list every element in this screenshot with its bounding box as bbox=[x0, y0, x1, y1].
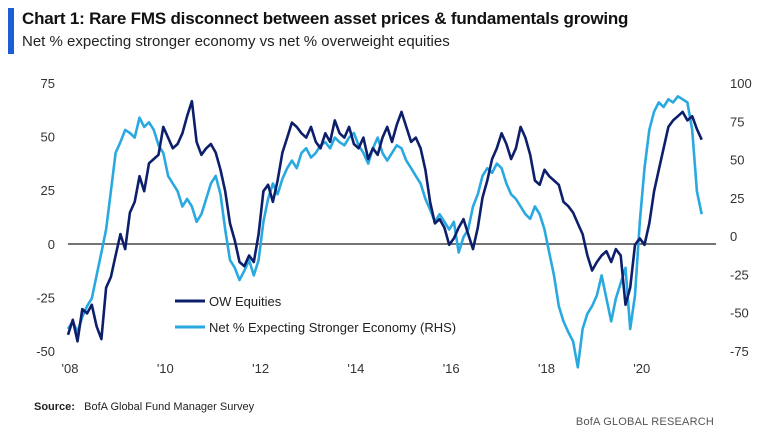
chart-subtitle: Net % expecting stronger economy vs net … bbox=[22, 33, 450, 50]
right-axis-tick-label: -50 bbox=[730, 306, 749, 321]
legend-label-ow-equities: OW Equities bbox=[209, 294, 282, 309]
x-axis-tick-label: '08 bbox=[62, 361, 79, 376]
x-axis-tick-label: '16 bbox=[443, 361, 460, 376]
right-axis-ticks: 100 75 50 25 0 -25 -50 -75 bbox=[730, 76, 752, 359]
right-axis-tick-label: 75 bbox=[730, 114, 744, 129]
x-axis-tick-label: '18 bbox=[538, 361, 555, 376]
legend-label-economy: Net % Expecting Stronger Economy (RHS) bbox=[209, 320, 456, 335]
right-axis-tick-label: -75 bbox=[730, 344, 749, 359]
left-axis-tick-label: 0 bbox=[48, 237, 55, 252]
x-axis-ticks: '08 '10 '12 '14 '16 '18 '20 bbox=[62, 361, 651, 376]
left-axis-tick-label: -50 bbox=[36, 344, 55, 359]
left-axis-tick-label: 75 bbox=[41, 76, 55, 91]
left-axis-tick-label: -25 bbox=[36, 290, 55, 305]
right-axis-tick-label: -25 bbox=[730, 267, 749, 282]
left-axis-tick-label: 50 bbox=[41, 130, 55, 145]
legend: OW Equities Net % Expecting Stronger Eco… bbox=[175, 294, 456, 335]
source-label: Source: bbox=[34, 401, 75, 413]
left-axis-tick-label: 25 bbox=[41, 183, 55, 198]
series-line-economy bbox=[66, 95, 703, 369]
x-axis-tick-label: '10 bbox=[157, 361, 174, 376]
brand-label: BofA GLOBAL RESEARCH bbox=[575, 416, 714, 428]
x-axis-tick-label: '14 bbox=[347, 361, 364, 376]
source-text: BofA Global Fund Manager Survey bbox=[84, 401, 255, 413]
source-note: Source: BofA Global Fund Manager Survey bbox=[34, 401, 254, 413]
left-axis-ticks: 75 50 25 0 -25 -50 bbox=[36, 76, 55, 359]
chart-title: Chart 1: Rare FMS disconnect between ass… bbox=[22, 9, 629, 28]
right-axis-tick-label: 100 bbox=[730, 76, 752, 91]
right-axis-tick-label: 50 bbox=[730, 153, 744, 168]
title-accent-bar bbox=[8, 8, 14, 54]
x-axis-tick-label: '12 bbox=[252, 361, 269, 376]
right-axis-tick-label: 25 bbox=[730, 191, 744, 206]
series-line-ow-equities bbox=[66, 99, 703, 343]
x-axis-tick-label: '20 bbox=[633, 361, 650, 376]
series-lines bbox=[66, 95, 703, 369]
right-axis-tick-label: 0 bbox=[730, 229, 737, 244]
